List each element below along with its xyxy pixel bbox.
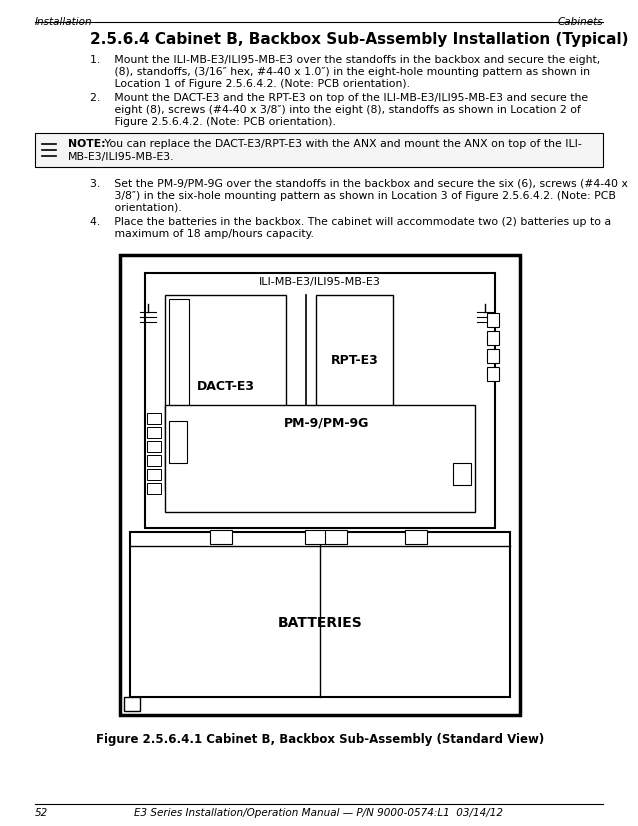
Text: 4.    Place the batteries in the backbox. The cabinet will accommodate two (2) b: 4. Place the batteries in the backbox. T…: [90, 217, 611, 227]
Text: Installation: Installation: [35, 17, 93, 27]
Bar: [120, 255, 520, 715]
Bar: [165, 295, 286, 490]
Text: eight (8), screws (#4-40 x 3/8″) into the eight (8), standoffs as shown in Locat: eight (8), screws (#4-40 x 3/8″) into th…: [90, 105, 581, 115]
Text: 1.    Mount the ILI-MB-E3/ILI95-MB-E3 over the standoffs in the backbox and secu: 1. Mount the ILI-MB-E3/ILI95-MB-E3 over …: [90, 55, 600, 65]
Bar: [453, 463, 471, 485]
Text: (8), standoffs, (3/16″ hex, #4-40 x 1.0″) in the eight-hole mounting pattern as : (8), standoffs, (3/16″ hex, #4-40 x 1.0″…: [90, 67, 590, 77]
Text: E3 Series Installation/Operation Manual — P/N 9000-0574:L1  03/14/12: E3 Series Installation/Operation Manual …: [135, 808, 503, 818]
Text: 3.    Set the PM-9/PM-9G over the standoffs in the backbox and secure the six (6: 3. Set the PM-9/PM-9G over the standoffs…: [90, 179, 628, 189]
Bar: [487, 331, 499, 345]
Bar: [169, 421, 187, 463]
Text: 52: 52: [35, 808, 48, 818]
Bar: [147, 455, 161, 466]
Text: DACT-E3: DACT-E3: [197, 380, 255, 393]
Bar: [487, 313, 499, 327]
Text: BATTERIES: BATTERIES: [278, 615, 362, 629]
Bar: [487, 367, 499, 381]
Bar: [316, 295, 393, 435]
Bar: [124, 697, 140, 711]
Text: Figure 2.5.6.4.2. (Note: PCB orientation).: Figure 2.5.6.4.2. (Note: PCB orientation…: [90, 117, 336, 127]
Bar: [145, 273, 495, 528]
Text: 2.5.6.4 Cabinet B, Backbox Sub-Assembly Installation (Typical): 2.5.6.4 Cabinet B, Backbox Sub-Assembly …: [90, 32, 628, 47]
Bar: [147, 427, 161, 438]
Bar: [169, 299, 189, 486]
Text: orientation).: orientation).: [90, 203, 182, 213]
Text: ILI-MB-E3/ILI95-MB-E3: ILI-MB-E3/ILI95-MB-E3: [259, 277, 381, 287]
Text: 2.    Mount the DACT-E3 and the RPT-E3 on top of the ILI-MB-E3/ILI95-MB-E3 and s: 2. Mount the DACT-E3 and the RPT-E3 on t…: [90, 93, 588, 103]
Bar: [210, 530, 232, 544]
Bar: [130, 532, 510, 697]
Bar: [325, 530, 347, 544]
Text: Location 1 of Figure 2.5.6.4.2. (Note: PCB orientation).: Location 1 of Figure 2.5.6.4.2. (Note: P…: [90, 79, 410, 89]
Text: Cabinets: Cabinets: [558, 17, 603, 27]
Text: MB-E3/ILI95-MB-E3.: MB-E3/ILI95-MB-E3.: [68, 152, 175, 162]
Bar: [165, 405, 475, 512]
Bar: [35, 133, 603, 167]
Text: PM-9/PM-9G: PM-9/PM-9G: [283, 417, 369, 430]
Bar: [147, 441, 161, 452]
Bar: [147, 469, 161, 480]
Text: NOTE:: NOTE:: [68, 139, 106, 149]
Bar: [147, 483, 161, 494]
Text: 3/8″) in the six-hole mounting pattern as shown in Location 3 of Figure 2.5.6.4.: 3/8″) in the six-hole mounting pattern a…: [90, 191, 616, 201]
Text: maximum of 18 amp/hours capacity.: maximum of 18 amp/hours capacity.: [90, 229, 314, 239]
Bar: [487, 349, 499, 363]
Text: You can replace the DACT-E3/RPT-E3 with the ANX and mount the ANX on top of the : You can replace the DACT-E3/RPT-E3 with …: [101, 139, 582, 149]
Text: Figure 2.5.6.4.1 Cabinet B, Backbox Sub-Assembly (Standard View): Figure 2.5.6.4.1 Cabinet B, Backbox Sub-…: [96, 733, 544, 746]
Bar: [305, 530, 327, 544]
Bar: [405, 530, 427, 544]
Bar: [147, 413, 161, 424]
Text: RPT-E3: RPT-E3: [330, 354, 378, 368]
